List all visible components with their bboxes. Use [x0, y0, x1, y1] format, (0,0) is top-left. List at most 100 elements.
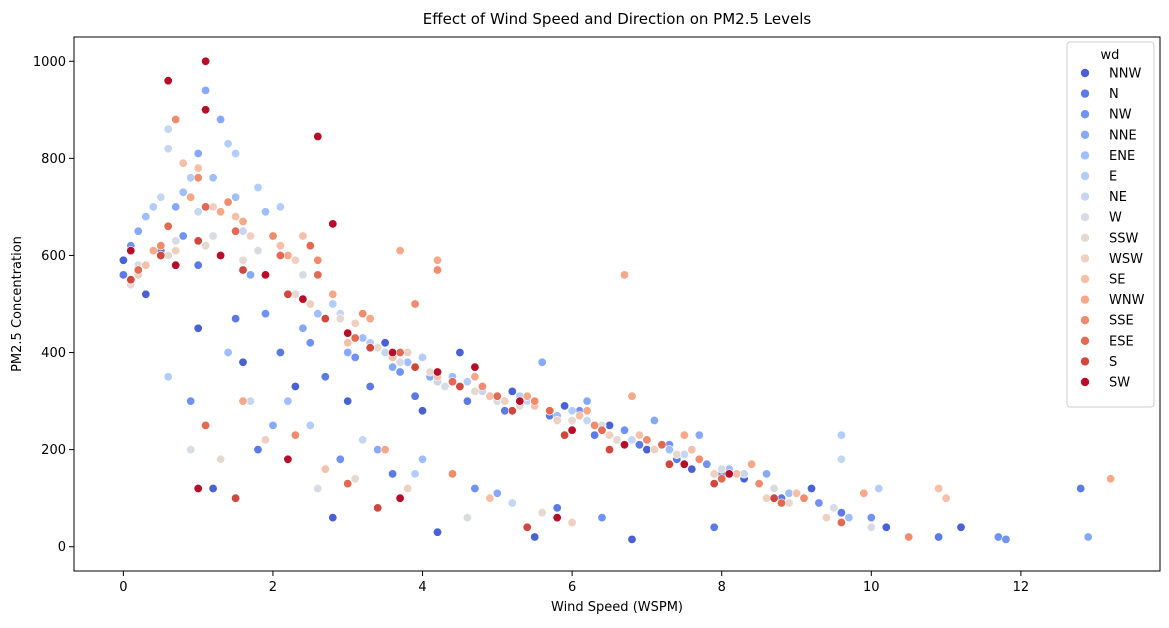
data-point [709, 522, 719, 532]
data-point [231, 493, 241, 503]
data-point [388, 469, 398, 479]
legend-label: SE [1109, 273, 1125, 288]
data-point [328, 219, 338, 229]
data-point [193, 236, 203, 246]
data-point [163, 372, 173, 382]
data-point [171, 236, 181, 246]
data-point [313, 255, 323, 265]
data-point [238, 255, 248, 265]
data-point [118, 270, 128, 280]
legend-label: NNW [1109, 67, 1141, 82]
data-point [836, 430, 846, 440]
data-point [290, 255, 300, 265]
data-point [806, 483, 816, 493]
legend-label: E [1109, 170, 1117, 185]
data-point [148, 202, 158, 212]
data-point [380, 445, 390, 455]
data-point [769, 483, 779, 493]
legend-marker [1080, 171, 1090, 181]
data-point [260, 309, 270, 319]
data-point [298, 323, 308, 333]
data-point [283, 289, 293, 299]
data-point [328, 513, 338, 523]
x-tick-label: 0 [119, 580, 127, 595]
series-ssw [126, 241, 794, 518]
data-point [178, 187, 188, 197]
data-point [537, 357, 547, 367]
data-point [358, 435, 368, 445]
legend-marker [1080, 315, 1090, 326]
data-point [642, 445, 652, 455]
data-point [993, 532, 1003, 542]
plot-area [73, 36, 1161, 572]
data-point [709, 479, 719, 489]
y-tick-label: 1000 [33, 55, 66, 70]
data-point [395, 246, 405, 256]
data-point [672, 449, 682, 459]
legend-marker [1080, 356, 1090, 367]
series-nnw [118, 255, 966, 544]
data-point [283, 396, 293, 406]
data-point [492, 488, 502, 498]
legend-item-wsw: WSW [1080, 252, 1143, 267]
data-point [582, 415, 592, 425]
data-point [455, 347, 465, 357]
data-point [231, 226, 241, 236]
data-point [590, 420, 600, 430]
legend-marker [1080, 212, 1090, 222]
data-point [246, 231, 256, 241]
legend-marker [1080, 253, 1090, 264]
legend-item-nne: NNE [1080, 128, 1137, 143]
data-point [604, 420, 614, 430]
data-point [627, 534, 637, 544]
data-point [462, 377, 472, 387]
data-point [358, 333, 368, 343]
data-point [679, 430, 689, 440]
data-point [350, 474, 360, 484]
data-point [208, 483, 218, 493]
data-point [223, 347, 233, 357]
series-wnw [148, 192, 1116, 498]
data-point [530, 532, 540, 542]
data-point [328, 289, 338, 299]
legend-label: SW [1109, 376, 1130, 391]
legend-label: SSW [1109, 231, 1139, 246]
legend-marker [1080, 150, 1090, 161]
data-point [470, 372, 480, 382]
data-point [275, 202, 285, 212]
data-point [410, 299, 420, 309]
data-point [784, 498, 794, 508]
data-point [649, 415, 659, 425]
data-point [201, 241, 211, 251]
data-point [298, 270, 308, 280]
legend-item-e: E [1080, 170, 1117, 185]
data-point [634, 440, 644, 450]
data-point [193, 149, 203, 159]
data-point [934, 483, 944, 493]
data-point [619, 425, 629, 435]
data-point [231, 314, 241, 324]
data-point [298, 294, 308, 304]
data-point [417, 352, 427, 362]
data-point [373, 503, 383, 513]
series-e [148, 139, 884, 493]
data-point [305, 241, 315, 251]
series-nw [126, 231, 1011, 544]
data-point [537, 508, 547, 518]
data-point [223, 197, 233, 207]
data-point [597, 425, 607, 435]
data-point [462, 396, 472, 406]
data-point [216, 115, 226, 125]
data-point [904, 532, 914, 542]
data-point [290, 289, 300, 299]
legend-label: ESE [1109, 334, 1134, 349]
data-point [350, 318, 360, 328]
legend-marker [1080, 335, 1090, 346]
data-point [866, 522, 876, 532]
data-point [956, 522, 966, 532]
data-point [305, 338, 315, 348]
data-point [156, 241, 166, 251]
data-point [403, 347, 413, 357]
data-point [186, 396, 196, 406]
